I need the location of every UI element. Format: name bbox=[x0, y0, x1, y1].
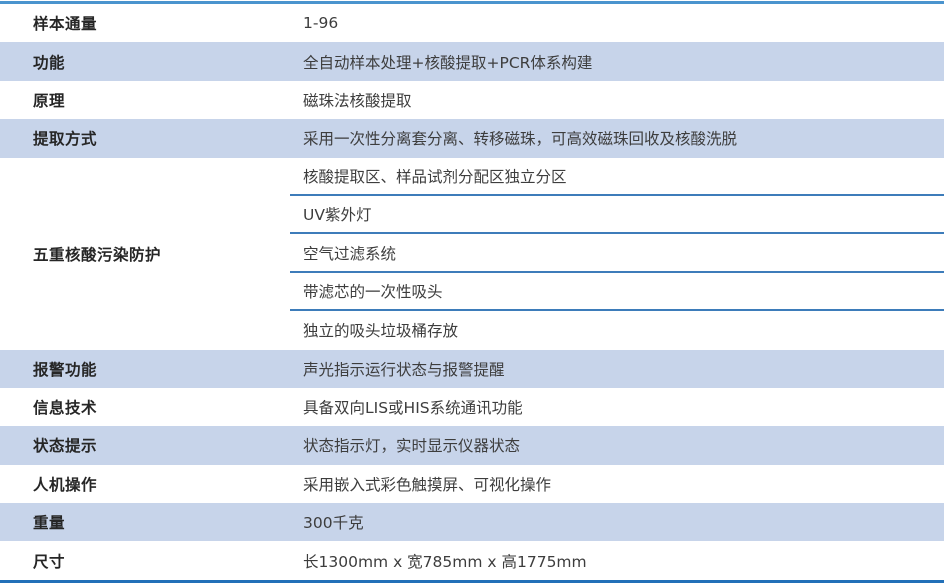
row-label: 原理 bbox=[33, 91, 66, 110]
row-label: 尺寸 bbox=[33, 552, 66, 571]
row-label: 功能 bbox=[33, 53, 66, 72]
table-row: 信息技术 具备双向LIS或HIS系统通讯功能 bbox=[0, 387, 944, 427]
row-value: 长1300mm x 宽785mm x 高1775mm bbox=[303, 552, 587, 571]
merged-value-row: 核酸提取区、样品试剂分配区独立分区 bbox=[290, 158, 944, 196]
row-label: 报警功能 bbox=[33, 360, 98, 379]
row-value: 1-96 bbox=[303, 14, 339, 33]
table-bottom-border bbox=[0, 579, 944, 583]
table-row: 提取方式 采用一次性分离套分离、转移磁珠，可高效磁珠回收及核酸洗脱 bbox=[0, 119, 944, 158]
table-row: 重量 300千克 bbox=[0, 503, 944, 542]
row-value: 磁珠法核酸提取 bbox=[303, 91, 412, 110]
row-value: 声光指示运行状态与报警提醒 bbox=[303, 360, 505, 379]
row-label: 样本通量 bbox=[33, 15, 98, 34]
table-row: 状态提示 状态指示灯，实时显示仪器状态 bbox=[0, 426, 944, 465]
row-value: 采用嵌入式彩色触摸屏、可视化操作 bbox=[303, 475, 552, 494]
row-label: 提取方式 bbox=[33, 130, 98, 149]
table-row: 样本通量 1-96 bbox=[0, 4, 944, 43]
merged-values: 核酸提取区、样品试剂分配区独立分区 UV紫外灯 空气过滤系统 带滤芯的一次性吸头… bbox=[290, 158, 944, 350]
row-value: 全自动样本处理+核酸提取+PCR体系构建 bbox=[303, 53, 593, 72]
row-value: 具备双向LIS或HIS系统通讯功能 bbox=[303, 399, 523, 418]
table-row: 原理 磁珠法核酸提取 bbox=[0, 80, 944, 120]
table-row: 尺寸 长1300mm x 宽785mm x 高1775mm bbox=[0, 541, 944, 580]
merged-value-row: 独立的吸头垃圾桶存放 bbox=[303, 322, 459, 341]
row-label: 状态提示 bbox=[33, 437, 98, 456]
row-value: 状态指示灯，实时显示仪器状态 bbox=[303, 437, 521, 456]
table-row: 报警功能 声光指示运行状态与报警提醒 bbox=[0, 349, 944, 388]
merged-row-contamination-protection: 五重核酸污染防护 核酸提取区、样品试剂分配区独立分区 UV紫外灯 空气过滤系统 … bbox=[0, 157, 944, 350]
merged-value-row: 带滤芯的一次性吸头 bbox=[290, 273, 944, 312]
merged-value-row: 空气过滤系统 bbox=[290, 234, 944, 273]
merged-value-row: UV紫外灯 bbox=[290, 196, 944, 235]
row-value: 300千克 bbox=[303, 514, 364, 533]
row-label: 人机操作 bbox=[33, 475, 98, 494]
table-row: 人机操作 采用嵌入式彩色触摸屏、可视化操作 bbox=[0, 464, 944, 504]
row-label: 重量 bbox=[33, 514, 66, 533]
table-row: 功能 全自动样本处理+核酸提取+PCR体系构建 bbox=[0, 42, 944, 81]
table-top-border bbox=[0, 1, 944, 4]
row-value: 采用一次性分离套分离、转移磁珠，可高效磁珠回收及核酸洗脱 bbox=[303, 130, 738, 149]
row-label: 五重核酸污染防护 bbox=[33, 245, 162, 264]
row-label: 信息技术 bbox=[33, 399, 98, 418]
